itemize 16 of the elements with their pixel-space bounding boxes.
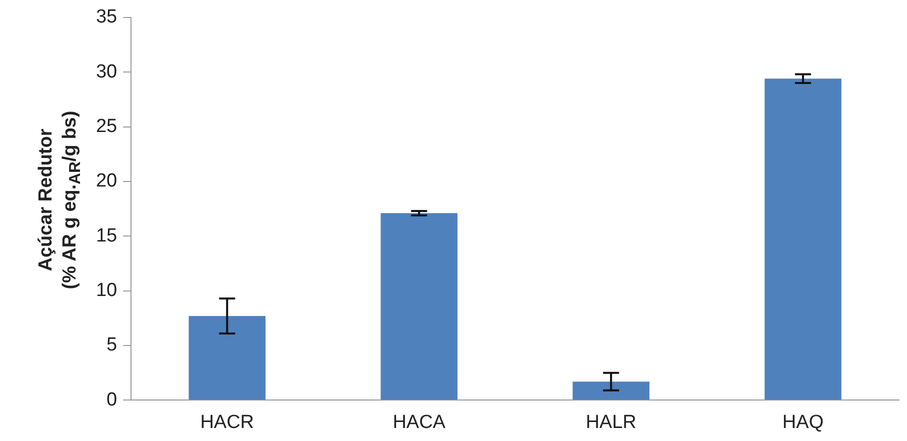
x-tick-label: HACR xyxy=(200,412,254,433)
y-tick-label: 0 xyxy=(106,389,118,410)
x-tick-label: HALR xyxy=(586,412,636,433)
y-tick-label: 20 xyxy=(96,170,118,192)
y-tick-label: 5 xyxy=(106,334,118,356)
y-tick-label: 15 xyxy=(96,225,118,246)
y-tick-label: 35 xyxy=(96,6,118,28)
x-tick-label: HACA xyxy=(392,412,446,433)
y-tick-label: 10 xyxy=(96,280,118,302)
bar xyxy=(188,316,266,400)
bar xyxy=(572,382,650,400)
y-tick-label: 25 xyxy=(96,116,118,138)
x-tick-label: HAQ xyxy=(782,412,824,433)
y-tick-label: 30 xyxy=(96,61,118,82)
bar xyxy=(764,78,842,400)
bar xyxy=(380,213,458,400)
